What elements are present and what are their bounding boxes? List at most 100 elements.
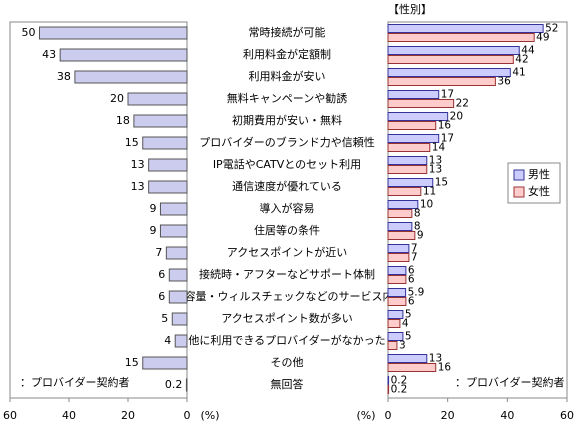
bar xyxy=(387,77,496,86)
value-label: 7 xyxy=(411,252,418,264)
value-label: 6 xyxy=(158,268,165,281)
bar xyxy=(387,99,455,108)
bar xyxy=(387,288,407,297)
bar xyxy=(168,290,188,304)
category-label: 通信速度が優れている xyxy=(232,179,342,193)
bar xyxy=(159,202,188,216)
bar xyxy=(387,310,404,319)
bar xyxy=(387,231,416,240)
value-label: 13 xyxy=(429,155,442,167)
bar xyxy=(387,376,390,385)
bar xyxy=(387,222,413,231)
bar xyxy=(387,55,514,64)
value-label: 49 xyxy=(536,32,549,44)
bar xyxy=(387,178,434,187)
bar xyxy=(387,297,407,306)
bar xyxy=(127,92,188,106)
value-label: 4 xyxy=(402,318,409,330)
bar xyxy=(387,134,440,143)
value-label: 8 xyxy=(414,221,421,233)
bar xyxy=(185,378,188,392)
value-label: 38 xyxy=(57,70,71,83)
bar xyxy=(387,385,390,394)
x-tick-label: 0 xyxy=(385,409,392,422)
bar xyxy=(387,341,398,350)
bar xyxy=(133,114,188,128)
category-label: HP容量・ウィルスチェックなどのサービス内容 xyxy=(170,289,405,303)
value-label: 15 xyxy=(125,136,139,149)
value-label: 9 xyxy=(417,230,424,242)
x-tick-label: 40 xyxy=(62,409,76,422)
category-label: 利用料金が安い xyxy=(249,69,326,83)
category-label: 他に利用できるプロバイダーがなかった xyxy=(188,333,385,347)
value-label: 11 xyxy=(423,186,436,198)
bar xyxy=(148,158,188,172)
value-label: 14 xyxy=(432,142,446,154)
bar xyxy=(387,68,511,77)
value-label: 6 xyxy=(408,274,415,286)
value-label: 22 xyxy=(456,98,469,110)
bar xyxy=(387,354,428,363)
bar xyxy=(387,112,449,121)
legend-label: 女性 xyxy=(528,184,550,198)
value-label: 6 xyxy=(408,265,415,277)
right-note: ：プロバイダー契約者 xyxy=(455,375,565,389)
value-label: 16 xyxy=(438,120,452,132)
bar xyxy=(174,334,188,348)
bar xyxy=(387,209,413,218)
x-tick-label: 20 xyxy=(121,409,135,422)
legend-label: 男性 xyxy=(528,167,550,181)
value-label: 5 xyxy=(405,309,412,321)
value-label: 5 xyxy=(405,331,412,343)
value-label: 8 xyxy=(414,208,421,220)
value-label: 15 xyxy=(435,177,448,189)
bar xyxy=(142,136,188,150)
right-unit: (%) xyxy=(356,409,375,422)
right-title: 【性別】 xyxy=(388,2,432,16)
category-label: 無料キャンペーンや勧誘 xyxy=(227,91,347,105)
value-label: 18 xyxy=(116,114,130,127)
value-label: 5 xyxy=(161,312,168,325)
bar xyxy=(159,224,188,238)
bar xyxy=(387,244,410,253)
category-label: 住居等の条件 xyxy=(254,223,320,237)
category-label: 初期費用が安い・無料 xyxy=(232,113,342,127)
left-note: ：プロバイダー契約者 xyxy=(20,375,130,389)
value-label: 9 xyxy=(149,224,156,237)
value-label: 0.2 xyxy=(391,375,408,387)
bar xyxy=(39,26,188,40)
value-label: 5.9 xyxy=(408,287,425,299)
value-label: 7 xyxy=(155,246,162,259)
bar xyxy=(387,46,520,55)
left-unit: (%) xyxy=(200,409,219,422)
x-tick-label: 60 xyxy=(3,409,17,422)
value-label: 20 xyxy=(450,111,463,123)
category-label: プロバイダーのブランド力や信頼性 xyxy=(199,135,375,149)
bar xyxy=(387,187,422,196)
value-label: 7 xyxy=(411,243,418,255)
value-label: 4 xyxy=(164,334,171,347)
x-tick-label: 0 xyxy=(184,409,191,422)
bar xyxy=(387,363,437,372)
bar xyxy=(387,165,428,174)
value-label: 13 xyxy=(429,353,442,365)
bar xyxy=(387,200,419,209)
value-label: 36 xyxy=(497,76,511,88)
bar xyxy=(387,319,401,328)
value-label: 9 xyxy=(149,202,156,215)
value-label: 42 xyxy=(515,54,528,66)
bar xyxy=(387,253,410,262)
bar xyxy=(74,70,188,84)
value-label: 10 xyxy=(420,199,433,211)
bar xyxy=(387,143,431,152)
legend-swatch xyxy=(513,169,525,181)
x-tick-label: 60 xyxy=(560,409,574,422)
category-label: 常時接続が可能 xyxy=(249,25,326,39)
value-label: 17 xyxy=(441,133,454,145)
bar xyxy=(387,266,407,275)
category-label: 接続時・アフターなどサポート体制 xyxy=(199,267,375,281)
value-label: 13 xyxy=(429,164,442,176)
value-label: 13 xyxy=(131,158,145,171)
category-label: その他 xyxy=(271,356,304,369)
